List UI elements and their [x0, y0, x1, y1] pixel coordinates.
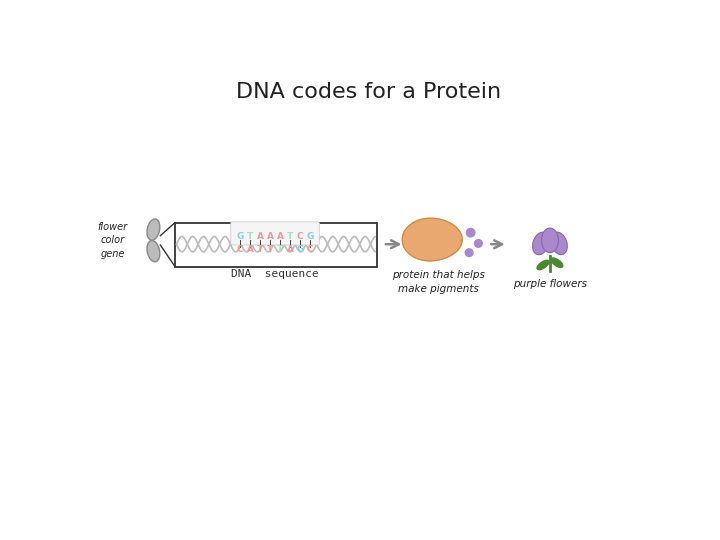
Ellipse shape — [551, 232, 567, 255]
Text: G: G — [297, 245, 304, 254]
FancyBboxPatch shape — [231, 222, 320, 245]
Bar — [175, 222, 377, 267]
Text: T: T — [257, 245, 264, 254]
Text: T: T — [287, 232, 293, 241]
Text: C: C — [297, 232, 303, 241]
Text: G: G — [236, 232, 243, 241]
Text: DNA  sequence: DNA sequence — [231, 269, 319, 279]
Text: A: A — [276, 232, 284, 241]
Text: purple flowers: purple flowers — [513, 279, 587, 289]
Text: A: A — [256, 232, 264, 241]
Text: A: A — [287, 245, 294, 254]
Ellipse shape — [147, 240, 160, 262]
Ellipse shape — [147, 219, 160, 240]
Text: C: C — [237, 245, 243, 254]
Ellipse shape — [537, 260, 549, 269]
Text: T: T — [247, 232, 253, 241]
Text: T: T — [267, 245, 273, 254]
Ellipse shape — [533, 232, 549, 255]
Text: A: A — [246, 245, 253, 254]
Text: protein that helps
make pigments: protein that helps make pigments — [392, 270, 485, 294]
Circle shape — [467, 228, 475, 237]
Text: A: A — [266, 232, 274, 241]
Ellipse shape — [551, 258, 563, 267]
Text: T: T — [277, 245, 283, 254]
Ellipse shape — [541, 228, 559, 253]
Text: C: C — [307, 245, 313, 254]
Text: DNA codes for a Protein: DNA codes for a Protein — [236, 82, 502, 102]
Text: G: G — [307, 232, 314, 241]
Circle shape — [465, 249, 473, 256]
Polygon shape — [402, 218, 462, 261]
Circle shape — [474, 240, 482, 247]
Text: flower
color
gene: flower color gene — [97, 222, 127, 259]
